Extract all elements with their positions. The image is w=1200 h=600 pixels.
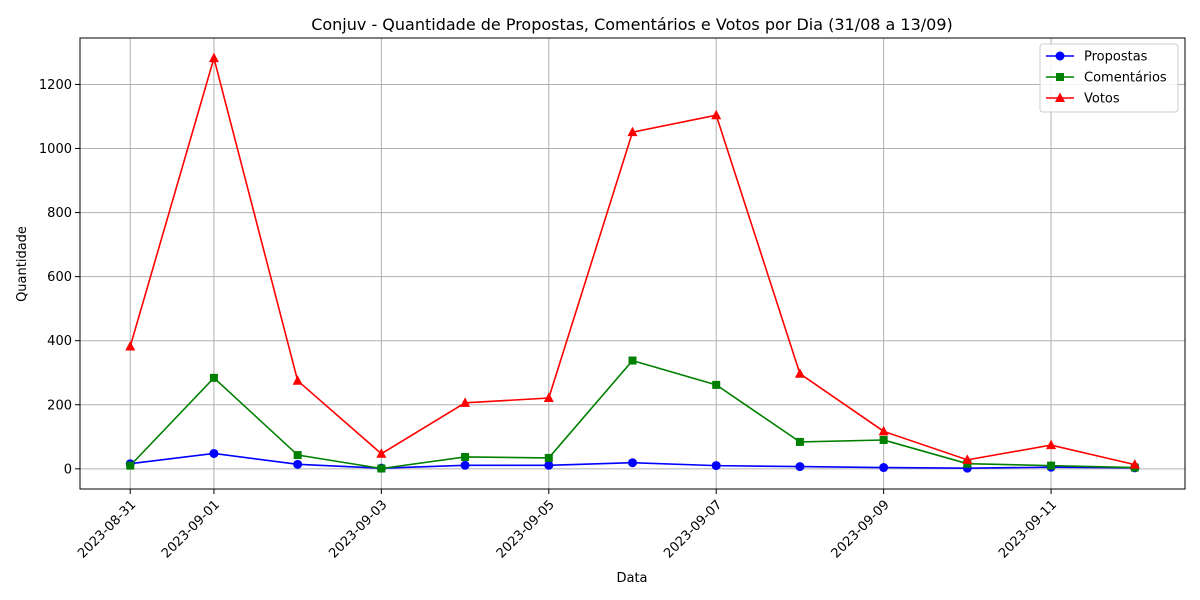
x-axis-label: Data (616, 571, 647, 586)
data-point-propostas (293, 459, 303, 469)
data-point-votos (962, 454, 973, 464)
data-point-votos (460, 397, 471, 407)
legend: Propostas Comentários Votos (1039, 43, 1179, 113)
data-point-propostas (460, 460, 470, 470)
series-layer (125, 52, 1140, 473)
y-axis-label: Quantidade (15, 226, 30, 302)
data-point-propostas (795, 462, 805, 472)
data-point-propostas (879, 463, 889, 473)
y-tick-label: 0 (64, 462, 72, 477)
data-point-comentarios (879, 435, 888, 444)
data-point-comentarios (628, 356, 637, 365)
chart-title: Conjuv - Quantidade de Propostas, Coment… (311, 15, 953, 34)
legend-box (1039, 43, 1179, 113)
legend-label-votos: Votos (1084, 92, 1120, 107)
data-point-votos (125, 340, 136, 351)
data-point-votos (627, 126, 638, 137)
data-point-comentarios (1047, 461, 1056, 470)
legend-marker-comentarios (1056, 73, 1064, 81)
data-point-comentarios (209, 373, 218, 382)
data-point-votos (1046, 439, 1057, 450)
data-point-comentarios (377, 464, 386, 473)
series-votos (125, 52, 1140, 469)
data-point-propostas (209, 448, 219, 458)
plot-frame (79, 37, 1186, 490)
data-point-comentarios (712, 380, 721, 389)
y-tick-label: 1000 (39, 142, 72, 157)
legend-marker-votos (1055, 92, 1065, 102)
grid (80, 38, 1185, 489)
data-point-votos (794, 368, 805, 378)
data-point-votos (1129, 459, 1140, 469)
data-point-propostas (628, 458, 637, 468)
data-point-votos (878, 425, 889, 436)
data-point-votos (376, 448, 387, 458)
data-point-comentarios (795, 437, 804, 446)
legend-marker-propostas (1055, 51, 1065, 61)
data-point-votos (543, 392, 554, 403)
data-point-comentarios (293, 451, 302, 460)
data-point-votos (711, 109, 722, 120)
y-tick-label: 800 (47, 206, 72, 221)
data-point-comentarios (544, 453, 553, 462)
data-point-comentarios (461, 452, 470, 461)
series-propostas (125, 448, 1140, 473)
y-tick-label: 400 (47, 334, 72, 349)
data-point-propostas (711, 461, 721, 471)
data-point-votos (208, 52, 219, 63)
data-point-votos (292, 375, 303, 385)
y-tick-label: 200 (47, 398, 72, 413)
legend-label-comentarios: Comentários (1084, 71, 1167, 86)
y-tick-label: 1200 (39, 78, 72, 93)
legend-label-propostas: Propostas (1084, 50, 1148, 65)
y-tick-label: 600 (47, 270, 72, 285)
data-point-propostas (544, 460, 554, 470)
data-point-comentarios (126, 461, 135, 470)
